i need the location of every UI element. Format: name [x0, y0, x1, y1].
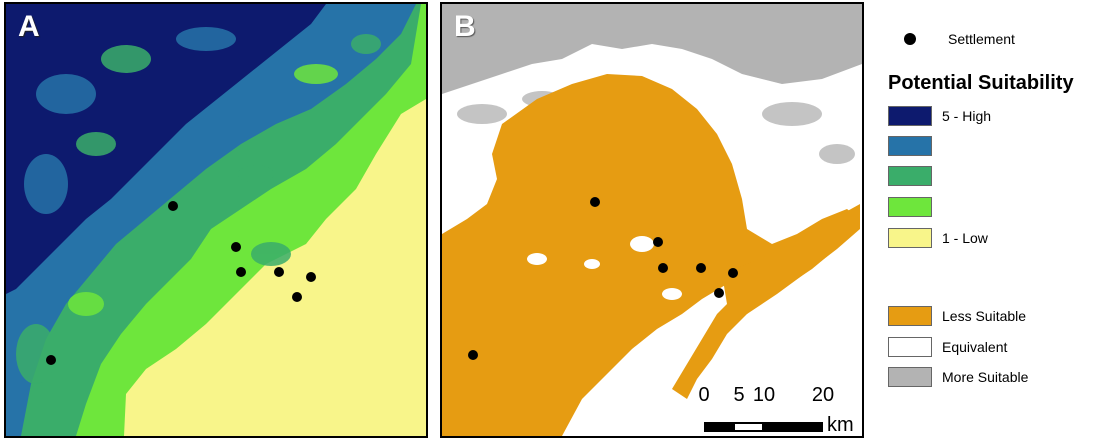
legend-class-label: 5 - High	[942, 108, 992, 124]
legend-class-low: 1 - Low	[888, 228, 988, 248]
suitability-map-a	[6, 4, 426, 436]
zone-less-suitable-right	[722, 204, 860, 314]
legend-class-2	[888, 197, 942, 217]
zone-less-suitable	[442, 74, 860, 436]
settlement-point	[653, 237, 663, 247]
legend-class-3	[888, 166, 942, 186]
legend-settlement-label: Settlement	[948, 31, 1015, 47]
legend-title: Potential Suitability	[888, 72, 1074, 94]
scale-ticks: 0 5 10 20	[698, 384, 862, 406]
scale-bar: 0 5 10 20 km	[698, 384, 862, 436]
settlement-points-b	[468, 197, 738, 360]
settlement-point	[292, 292, 302, 302]
legend-swatch	[888, 367, 932, 387]
legend-class-label: More Suitable	[942, 369, 1029, 385]
scale-tick-label: 5	[733, 384, 745, 406]
scale-tick-label: 10	[752, 384, 776, 406]
map-panel-b: B 0 5 10 20 km	[440, 2, 864, 438]
scale-segment-black	[704, 422, 735, 432]
legend-less-suitable: Less Suitable	[888, 306, 1026, 326]
zone-high	[6, 4, 326, 294]
scale-tick-label: 0	[698, 384, 710, 406]
scale-segment-white	[733, 422, 764, 432]
settlement-point	[590, 197, 600, 207]
legend-class-4	[888, 136, 942, 156]
zone-more-suitable	[442, 4, 862, 94]
panel-label-b: B	[454, 10, 476, 43]
legend-more-suitable: More Suitable	[888, 367, 1028, 387]
scale-segment-black	[762, 422, 823, 432]
legend-swatch	[888, 337, 932, 357]
legend-settlement: Settlement	[888, 31, 1015, 47]
legend-swatch	[888, 166, 932, 186]
settlement-point	[658, 263, 668, 273]
comparison-map-b	[442, 4, 862, 436]
map-panel-a: A	[4, 2, 428, 438]
settlement-point	[274, 267, 284, 277]
legend-swatch	[888, 197, 932, 217]
texture-patches	[16, 27, 381, 384]
settlement-point	[728, 268, 738, 278]
legend-class-high: 5 - High	[888, 106, 991, 126]
legend-swatch	[888, 136, 932, 156]
settlement-point	[46, 355, 56, 365]
legend-class-label: Equivalent	[942, 339, 1008, 355]
legend-swatch	[888, 106, 932, 126]
white-gaps	[527, 236, 682, 300]
settlement-point	[468, 350, 478, 360]
scale-unit: km	[827, 414, 854, 436]
settlement-point	[231, 242, 241, 252]
scale-tick-label: 20	[811, 384, 835, 406]
settlement-symbol-icon	[904, 33, 916, 45]
settlement-point	[168, 201, 178, 211]
legend-equivalent: Equivalent	[888, 337, 1007, 357]
legend-class-label: Less Suitable	[942, 308, 1027, 324]
settlement-point	[714, 288, 724, 298]
settlement-point	[236, 267, 246, 277]
settlement-points-a	[46, 201, 316, 365]
settlement-point	[306, 272, 316, 282]
legend-swatch	[888, 306, 932, 326]
settlement-point	[696, 263, 706, 273]
grey-speckles	[457, 91, 855, 164]
legend-class-label: 1 - Low	[942, 230, 988, 246]
legend-swatch	[888, 228, 932, 248]
panel-label-a: A	[18, 10, 40, 43]
legend: Settlement Potential Suitability 5 - Hig…	[888, 0, 1101, 441]
